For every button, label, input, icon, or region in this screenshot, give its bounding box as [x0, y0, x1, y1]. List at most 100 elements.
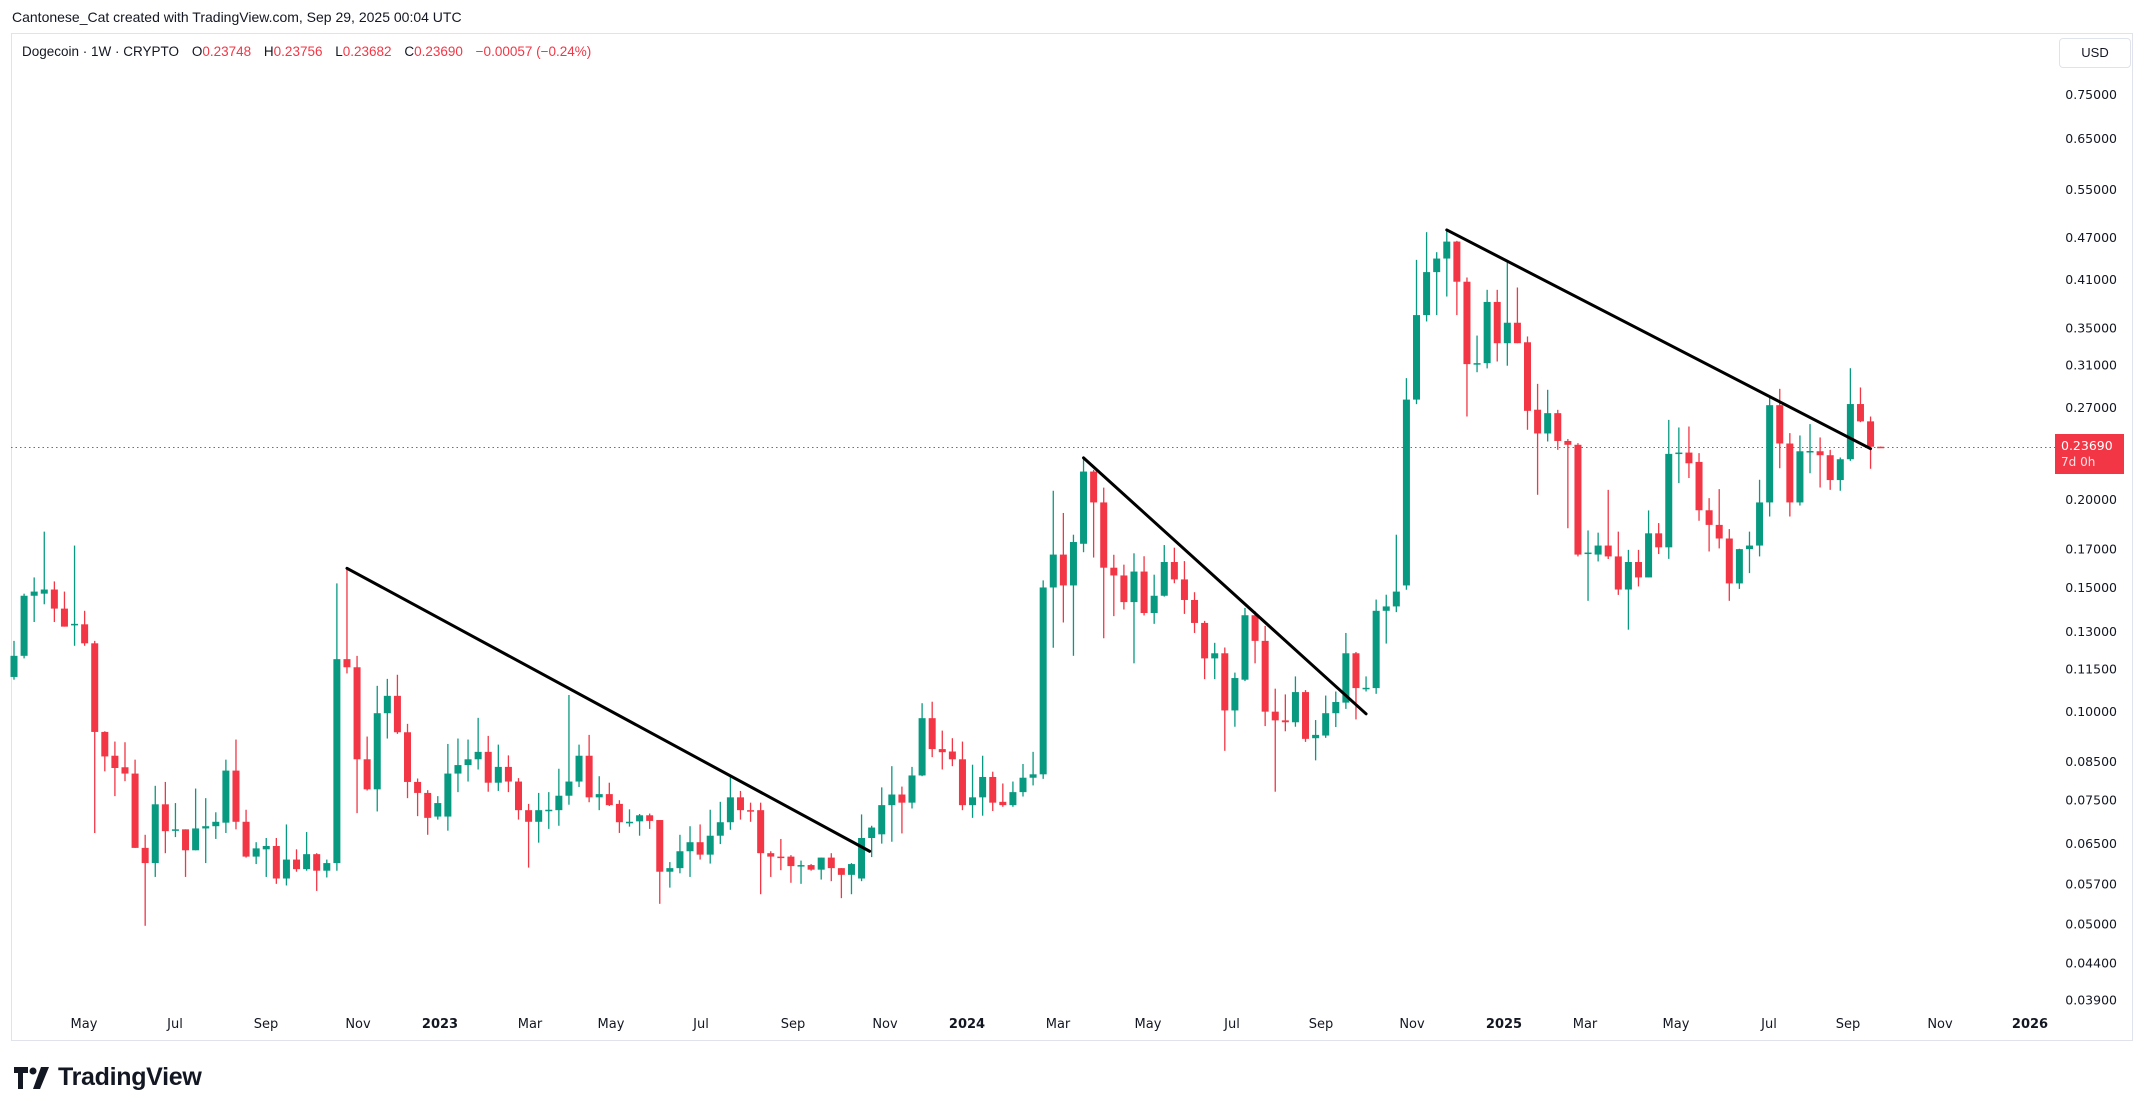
- candle-body-down: [1463, 281, 1471, 365]
- candle-body-down: [1271, 711, 1279, 721]
- time-axis-label: Mar: [518, 1017, 543, 1032]
- open-value: 0.23748: [202, 44, 252, 59]
- candle-body-down: [837, 868, 845, 875]
- candle-body-up: [30, 591, 38, 596]
- candle-body-down: [767, 853, 775, 857]
- tradingview-logo[interactable]: TradingView: [14, 1063, 202, 1092]
- candle-body-up: [868, 827, 876, 839]
- time-axis-label: Sep: [1309, 1017, 1334, 1032]
- candle-body-down: [1655, 533, 1663, 548]
- candle-body-up: [1150, 595, 1158, 614]
- candle-body-down: [1816, 451, 1824, 456]
- candle-body-down: [1786, 443, 1794, 503]
- candle-body-up: [1009, 792, 1017, 806]
- candle-body-down: [50, 589, 58, 609]
- candle-body-down: [747, 810, 755, 812]
- change-value: −0.00057 (−0.24%): [475, 44, 592, 59]
- time-axis-label: 2026: [2012, 1017, 2048, 1032]
- chart-pane[interactable]: [11, 33, 2133, 1041]
- candle-body-up: [40, 589, 48, 594]
- open-label: O: [191, 44, 203, 59]
- time-axis-label: 2023: [422, 1017, 458, 1032]
- price-axis-label: 0.03900: [2065, 993, 2117, 1008]
- candle-body-up: [1372, 610, 1380, 689]
- candle-body-down: [353, 667, 361, 760]
- candle-body-down: [1725, 538, 1733, 584]
- candle-body-down: [60, 608, 68, 627]
- currency-button[interactable]: USD: [2059, 38, 2131, 68]
- candle-body-up: [1645, 533, 1653, 578]
- candle-body-down: [1140, 571, 1148, 614]
- candle-body-down: [807, 865, 815, 870]
- candle-body-up: [1080, 471, 1088, 544]
- candle-body-up: [494, 766, 502, 783]
- candle-body-up: [686, 842, 694, 852]
- candle-body-up: [151, 804, 159, 864]
- time-axis-label: Jul: [1760, 1017, 1777, 1032]
- price-axis-label: 0.65000: [2065, 131, 2117, 146]
- candle-body-down: [656, 820, 664, 872]
- candle-body-down: [1705, 510, 1713, 525]
- candle-body-up: [1766, 405, 1774, 503]
- candle-body-up: [595, 794, 603, 798]
- candle-body-down: [928, 718, 936, 750]
- candle-body-up: [1806, 451, 1814, 453]
- candle-body-up: [212, 821, 220, 827]
- candle-body-up: [282, 859, 290, 879]
- candle-body-down: [1352, 653, 1360, 689]
- candle-body-up: [969, 797, 977, 806]
- candle-body-up: [1796, 451, 1804, 503]
- candle-body-down: [504, 766, 512, 782]
- price-axis-label: 0.20000: [2065, 492, 2117, 507]
- candle-body-down: [232, 770, 240, 822]
- candle-body-up: [1594, 545, 1602, 555]
- time-axis-label: Nov: [1399, 1017, 1425, 1032]
- price-axis-label: 0.04400: [2065, 956, 2117, 971]
- candle-body-up: [1413, 315, 1421, 400]
- candle-body-up: [666, 868, 674, 872]
- candle-body-down: [1513, 322, 1521, 344]
- symbol-title[interactable]: Dogecoin · 1W · CRYPTO: [22, 44, 180, 59]
- candle-body-up: [1392, 591, 1400, 607]
- candle-body-up: [464, 759, 472, 766]
- candle-body-down: [293, 859, 301, 870]
- time-axis-label: Mar: [1573, 1017, 1598, 1032]
- candle-body-up: [171, 829, 179, 831]
- close-label: C: [404, 44, 415, 59]
- candle-body-up: [1544, 413, 1552, 434]
- trendline[interactable]: [1082, 456, 1368, 716]
- time-axis-label: 2025: [1486, 1017, 1522, 1032]
- last-price-label: 0.23690 7d 0h: [2055, 434, 2124, 474]
- candle-body-up: [323, 863, 331, 871]
- candle-body-down: [414, 781, 422, 793]
- candle-body-down: [101, 731, 109, 757]
- time-axis-label: Jul: [1223, 1017, 1240, 1032]
- candle-body-up: [575, 755, 583, 782]
- time-axis-label: Sep: [1836, 1017, 1861, 1032]
- trendline[interactable]: [345, 566, 872, 853]
- candle-body-down: [989, 776, 997, 803]
- candle-body-down: [1715, 524, 1723, 539]
- candle-body-down: [1614, 556, 1622, 590]
- candle-body-up: [888, 794, 896, 806]
- candle-body-up: [192, 828, 200, 851]
- candle-body-up: [706, 835, 714, 855]
- price-axis-label: 0.15000: [2065, 580, 2117, 595]
- bar-countdown: 7d 0h: [2061, 455, 2096, 469]
- candle-body-up: [1039, 587, 1047, 775]
- candle-body-up: [1624, 562, 1632, 590]
- candle-body-up: [1402, 399, 1410, 586]
- trendline[interactable]: [1445, 228, 1873, 451]
- candle-body-down: [1110, 567, 1118, 576]
- candle-body-down: [1261, 640, 1269, 712]
- candle-body-up: [444, 773, 452, 817]
- candle-body-up: [1503, 322, 1511, 344]
- candle-body-down: [242, 821, 250, 857]
- candle-body-up: [1069, 542, 1077, 586]
- candle-body-up: [1362, 687, 1370, 690]
- candle-body-up: [1382, 606, 1390, 611]
- candle-body-up: [10, 655, 18, 677]
- candle-body-down: [615, 803, 623, 823]
- candle-body-up: [545, 809, 553, 812]
